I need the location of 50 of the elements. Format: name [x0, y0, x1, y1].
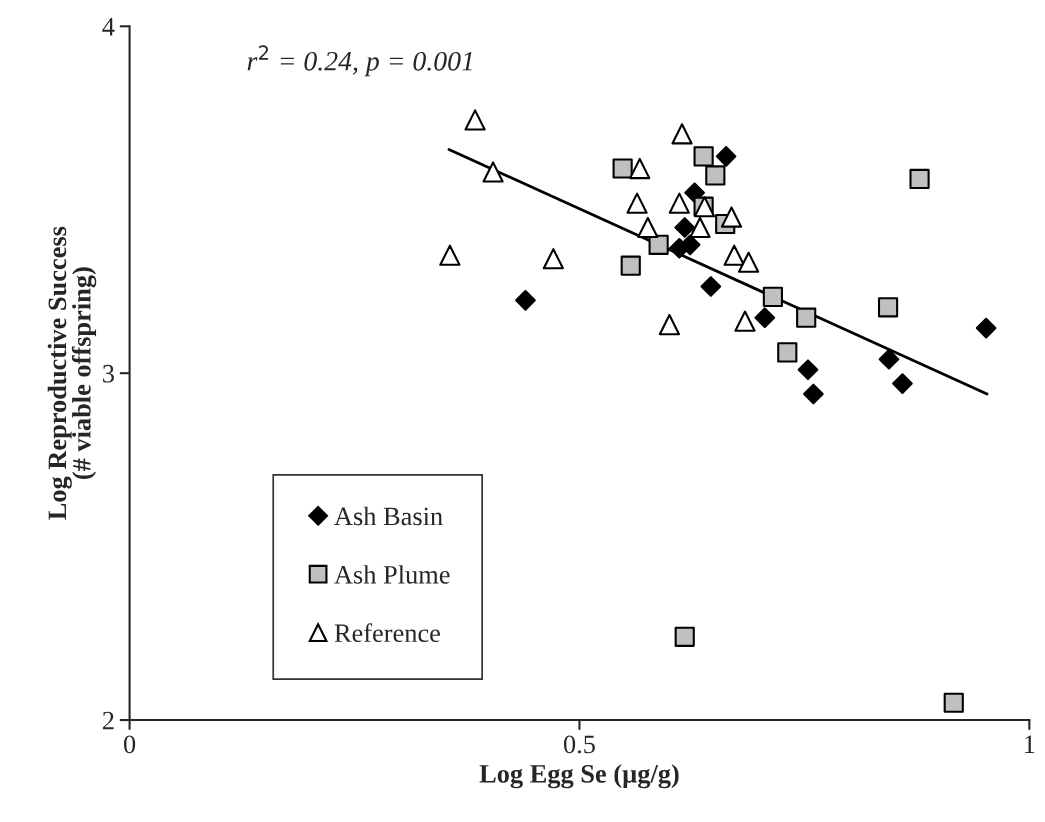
point [762, 286, 783, 307]
legend-label: Reference [334, 623, 440, 643]
point [671, 123, 693, 145]
point [626, 192, 648, 214]
point [737, 251, 760, 273]
point [668, 192, 690, 214]
point [637, 216, 659, 239]
point [693, 146, 714, 167]
point [796, 307, 817, 328]
point [439, 244, 461, 266]
y-tick-label: 2 [102, 711, 114, 730]
point [700, 276, 722, 297]
point [658, 314, 681, 336]
point [797, 359, 819, 381]
point [648, 234, 669, 255]
point [723, 244, 745, 266]
point [720, 206, 743, 228]
point [689, 216, 711, 239]
x-tick-label: 0 [123, 735, 136, 754]
annotation: r$^{2}$ = 0.24, p = 0.001 [247, 45, 472, 77]
x-tick-label: 0.5 [563, 735, 595, 754]
point [754, 307, 776, 329]
legend-label: Ash Basin [334, 506, 443, 526]
point [542, 248, 564, 270]
point [705, 165, 726, 186]
point [909, 168, 930, 190]
point [892, 373, 913, 394]
point [668, 237, 690, 259]
y-tick-label: 4 [102, 18, 115, 36]
point [734, 310, 756, 332]
point [620, 255, 641, 276]
point [674, 217, 696, 238]
point [943, 692, 964, 713]
point [629, 157, 651, 180]
point [674, 626, 695, 647]
y-tick-label: 3 [103, 364, 114, 383]
point [715, 146, 737, 167]
point [612, 158, 633, 179]
point [878, 348, 900, 370]
x-tick-label: 1 [1025, 735, 1035, 753]
point [975, 317, 997, 339]
point [803, 383, 824, 405]
point [877, 297, 899, 318]
point [515, 289, 536, 311]
point [482, 161, 504, 183]
point [464, 109, 486, 131]
point [777, 342, 798, 363]
y-axis-title: Log Reproductive Success (# viable offspring) [47, 226, 97, 520]
legend-label: Ash Plume [334, 565, 450, 584]
x-axis-title: Log Egg Se (µg/g) [479, 764, 679, 789]
